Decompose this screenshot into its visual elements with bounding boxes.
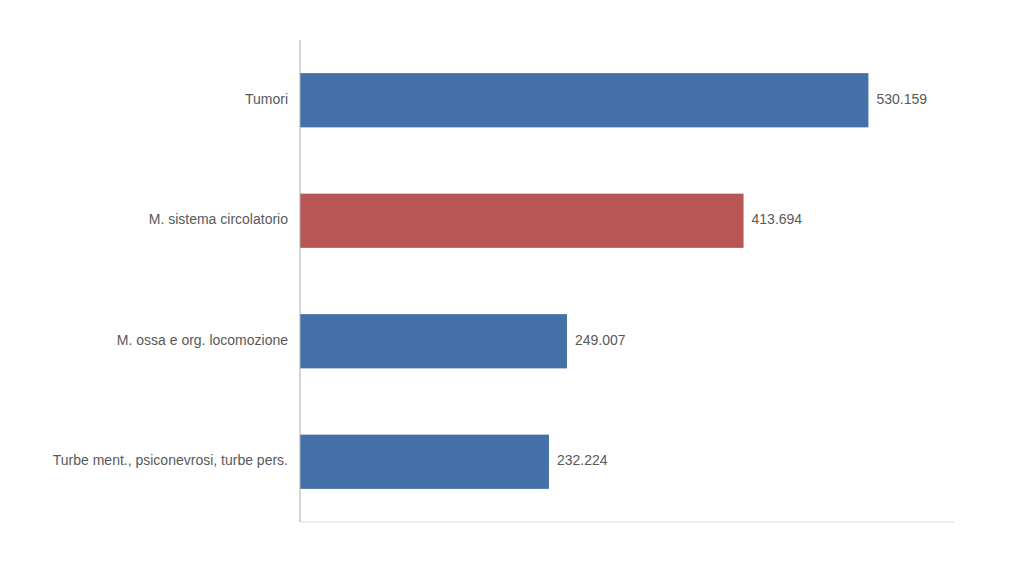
data-label: 530.159 xyxy=(876,91,927,107)
bar xyxy=(300,73,868,127)
axes: Turbe ment., psiconevrosi, turbe pers. M.… xyxy=(53,40,954,522)
data-label: 249.007 xyxy=(575,332,626,348)
category-label: M. sistema circolatorio xyxy=(149,211,288,227)
bar xyxy=(300,435,549,489)
chart-container: Turbe ment., psiconevrosi, turbe pers. M.… xyxy=(0,0,1024,568)
data-label: 413.694 xyxy=(752,211,803,227)
data-labels: 232.224 249.007 413.694 530.159 xyxy=(557,91,927,469)
x-axis-line xyxy=(300,522,954,523)
bar xyxy=(300,314,567,368)
category-label: Turbe ment., psiconevrosi, turbe pers. xyxy=(53,452,288,468)
bars xyxy=(300,73,868,489)
category-label: Tumori xyxy=(245,91,288,107)
data-label: 232.224 xyxy=(557,452,608,468)
category-label: M. ossa e org. locomozione xyxy=(117,332,288,348)
bar xyxy=(300,194,744,248)
chart-svg: Turbe ment., psiconevrosi, turbe pers. M.… xyxy=(0,0,1024,568)
y-axis-line xyxy=(300,40,301,522)
